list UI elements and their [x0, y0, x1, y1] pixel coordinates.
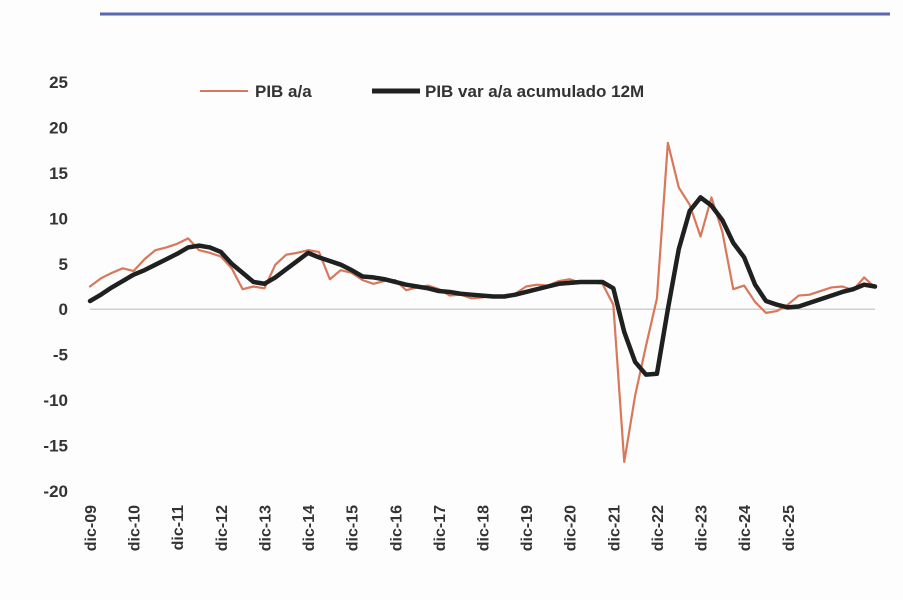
x-tick-label: dic-25: [781, 505, 798, 551]
legend-label-pib-acum: PIB var a/a acumulado 12M: [425, 82, 644, 101]
x-tick-label: dic-24: [737, 505, 754, 551]
legend-label-pib-aa: PIB a/a: [255, 82, 312, 101]
axis-layer: 25 20 15 10 5 0 -5 -10 -15 -20 dic-09 dic-10 dic-11 d…: [43, 73, 875, 551]
y-tick-label: -5: [53, 346, 68, 365]
legend: PIB a/a PIB var a/a acumulado 12M: [200, 82, 644, 101]
y-tick-label: 5: [59, 255, 68, 274]
y-tick-label: -20: [43, 482, 68, 501]
x-tick-label: dic-18: [476, 505, 493, 551]
y-tick-label: 15: [49, 164, 68, 183]
x-tick-label: dic-11: [170, 505, 187, 550]
y-tick-label: -10: [43, 391, 68, 410]
y-tick-label: 0: [59, 300, 68, 319]
y-tick-label: 10: [49, 209, 68, 228]
x-tick-label: dic-19: [519, 505, 536, 551]
x-tick-label: dic-23: [694, 505, 711, 551]
x-tick-label: dic-22: [650, 505, 667, 551]
x-tick-label: dic-14: [301, 505, 318, 551]
x-tick-label: dic-13: [257, 505, 274, 551]
y-tick-label: 25: [49, 73, 68, 92]
x-tick-label: dic-21: [606, 505, 623, 551]
x-tick-label: dic-15: [345, 505, 362, 551]
x-tick-label: dic-12: [214, 505, 231, 551]
y-tick-label: -15: [43, 437, 68, 456]
series-line-pib-aa: [88, 141, 877, 464]
series-line-pib-acum: [87, 195, 878, 377]
y-tick-label: 20: [49, 118, 68, 137]
x-tick-label: dic-10: [127, 505, 144, 551]
x-tick-label: dic-09: [83, 505, 100, 551]
x-tick-label: dic-20: [563, 505, 580, 551]
x-tick-label: dic-17: [432, 505, 449, 551]
series-layer: [87, 141, 878, 464]
x-tick-label: dic-16: [388, 505, 405, 551]
